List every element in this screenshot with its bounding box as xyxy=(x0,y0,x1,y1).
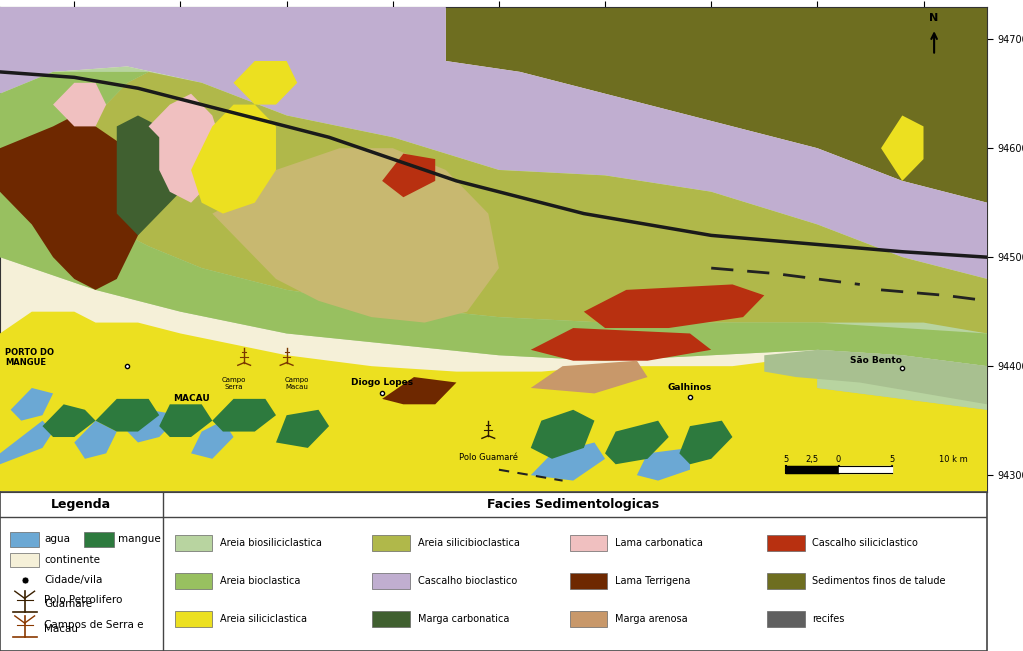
Bar xyxy=(175,611,212,627)
Polygon shape xyxy=(446,7,987,202)
Bar xyxy=(767,534,804,551)
Text: PORTO DO
MANGUE: PORTO DO MANGUE xyxy=(5,348,54,367)
Polygon shape xyxy=(531,328,711,361)
Text: N: N xyxy=(930,13,939,23)
Text: Campos de Serra e: Campos de Serra e xyxy=(44,620,144,630)
Text: Cascalho bioclastico: Cascalho bioclastico xyxy=(417,576,517,586)
Text: Facies Sedimentologicas: Facies Sedimentologicas xyxy=(487,498,659,511)
Polygon shape xyxy=(605,421,669,464)
Polygon shape xyxy=(383,154,435,197)
Polygon shape xyxy=(0,312,987,492)
Polygon shape xyxy=(0,7,987,279)
Text: Diogo Lopes: Diogo Lopes xyxy=(351,378,413,387)
Bar xyxy=(10,532,40,547)
Polygon shape xyxy=(53,83,106,126)
Polygon shape xyxy=(43,404,95,437)
Polygon shape xyxy=(531,361,648,393)
Polygon shape xyxy=(75,421,117,459)
Polygon shape xyxy=(584,284,764,328)
Bar xyxy=(175,534,212,551)
Text: agua: agua xyxy=(44,534,71,544)
Text: 0: 0 xyxy=(836,455,841,464)
Text: Macau: Macau xyxy=(44,624,79,633)
Text: Cascalho siliciclastico: Cascalho siliciclastico xyxy=(812,538,919,547)
Polygon shape xyxy=(95,399,160,432)
Polygon shape xyxy=(764,350,987,404)
Text: Guamaré: Guamaré xyxy=(44,599,92,609)
Text: Marga arenosa: Marga arenosa xyxy=(615,614,687,624)
Text: Sedimentos finos de talude: Sedimentos finos de talude xyxy=(812,576,946,586)
Polygon shape xyxy=(817,350,987,409)
Polygon shape xyxy=(213,399,276,432)
Text: Marga carbonatica: Marga carbonatica xyxy=(417,614,509,624)
Polygon shape xyxy=(160,404,213,437)
Polygon shape xyxy=(191,421,233,459)
Bar xyxy=(84,532,114,547)
Text: mangue: mangue xyxy=(119,534,162,544)
Bar xyxy=(767,611,804,627)
Polygon shape xyxy=(817,350,987,409)
Polygon shape xyxy=(0,66,987,366)
Text: Areia silicibioclastica: Areia silicibioclastica xyxy=(417,538,520,547)
Text: Areia biosiliciclastica: Areia biosiliciclastica xyxy=(220,538,322,547)
Text: Cidade/vila: Cidade/vila xyxy=(44,575,102,585)
Polygon shape xyxy=(0,421,53,464)
Text: Legenda: Legenda xyxy=(51,498,112,511)
Bar xyxy=(372,611,409,627)
Bar xyxy=(175,573,212,589)
Polygon shape xyxy=(233,61,298,105)
Polygon shape xyxy=(191,105,276,214)
Bar xyxy=(372,573,409,589)
Bar xyxy=(570,611,607,627)
Polygon shape xyxy=(531,409,594,459)
Text: 10 k m: 10 k m xyxy=(939,455,968,464)
Text: continente: continente xyxy=(44,555,100,565)
Text: 2,5: 2,5 xyxy=(805,455,818,464)
Polygon shape xyxy=(213,148,499,323)
Bar xyxy=(372,534,409,551)
Bar xyxy=(767,573,804,589)
Polygon shape xyxy=(679,421,732,464)
Text: 5: 5 xyxy=(889,455,894,464)
Polygon shape xyxy=(75,72,987,333)
Polygon shape xyxy=(881,115,924,181)
Polygon shape xyxy=(383,377,456,404)
Text: Lama carbonatica: Lama carbonatica xyxy=(615,538,703,547)
Text: MACAU: MACAU xyxy=(173,395,210,404)
Text: recifes: recifes xyxy=(812,614,845,624)
Polygon shape xyxy=(117,115,180,236)
Text: Areia bioclastica: Areia bioclastica xyxy=(220,576,301,586)
Bar xyxy=(570,573,607,589)
Text: Campo
Serra: Campo Serra xyxy=(221,377,246,390)
Text: Polo Petrolifero: Polo Petrolifero xyxy=(44,595,123,605)
Bar xyxy=(570,534,607,551)
Text: 5: 5 xyxy=(783,455,788,464)
Bar xyxy=(10,553,40,567)
Text: Polo Guamaré: Polo Guamaré xyxy=(458,453,518,462)
Polygon shape xyxy=(10,388,53,421)
Polygon shape xyxy=(148,94,223,202)
Text: Lama Terrigena: Lama Terrigena xyxy=(615,576,691,586)
Polygon shape xyxy=(531,443,605,480)
Text: Campo
Macau: Campo Macau xyxy=(285,377,309,390)
Polygon shape xyxy=(0,72,987,366)
Polygon shape xyxy=(128,409,180,443)
Text: Galhinos: Galhinos xyxy=(668,383,712,393)
Text: Areia siliciclastica: Areia siliciclastica xyxy=(220,614,307,624)
Polygon shape xyxy=(637,448,690,480)
Polygon shape xyxy=(276,409,329,448)
Text: São Bento: São Bento xyxy=(850,356,902,365)
Polygon shape xyxy=(0,115,148,290)
